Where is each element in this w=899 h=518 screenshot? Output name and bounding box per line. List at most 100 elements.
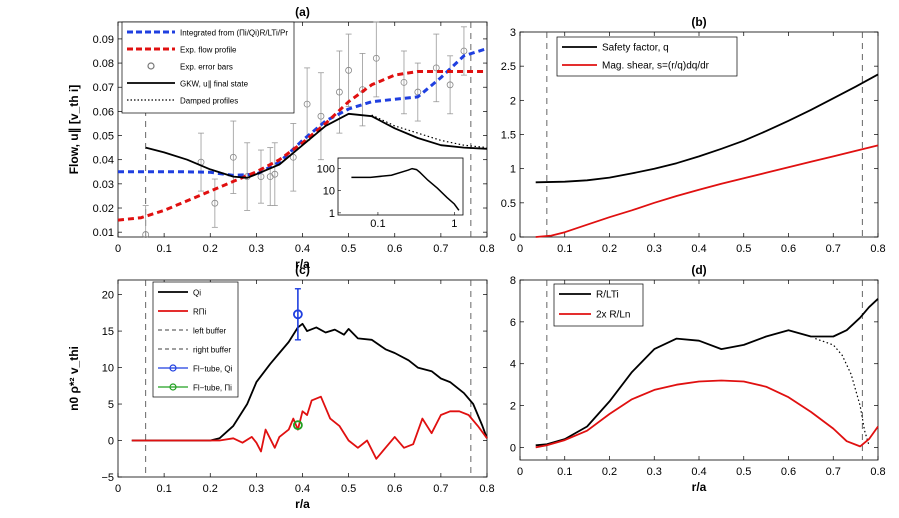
x-tick-label: 0.5	[341, 243, 356, 255]
y-tick-label: 0	[108, 436, 114, 448]
series-line	[371, 114, 488, 149]
x-tick-label: 0	[115, 243, 121, 255]
x-tick-label: 0	[115, 483, 121, 495]
inset-line	[351, 167, 460, 211]
y-tick-label: 0.08	[93, 58, 114, 70]
series-line	[145, 112, 488, 179]
panel-title: (d)	[691, 263, 706, 277]
inset-y-tick-label: 10	[323, 186, 335, 198]
x-tick-label: 0.5	[736, 243, 751, 255]
y-axis-label: n0 ρ*² v_thi	[67, 346, 81, 411]
legend-label: Qi	[193, 289, 201, 298]
y-tick-label: 10	[102, 363, 114, 375]
inset-y-tick-label: 100	[317, 164, 335, 176]
x-tick-label: 0.3	[647, 466, 662, 478]
y-tick-label: 6	[510, 317, 516, 329]
x-tick-label: 0.5	[341, 483, 356, 495]
y-tick-label: 0.5	[501, 198, 516, 210]
x-tick-label: 0.8	[870, 466, 885, 478]
data-point	[257, 173, 265, 181]
data-point	[446, 81, 454, 89]
panel-c: 0 0.1 0.2 0.3 0.4 0.5 0.6 0.7 0.8−505101520(c)r/…	[67, 263, 495, 511]
flux-tube-marker	[292, 420, 303, 431]
x-tick-label: 0.4	[691, 243, 706, 255]
series-line	[815, 338, 870, 446]
x-tick-label: 0.8	[870, 243, 885, 255]
series-line	[131, 395, 488, 460]
x-axis-label: r/a	[295, 497, 310, 511]
x-axis-label: r/a	[692, 480, 707, 494]
legend-box	[152, 281, 239, 398]
legend-sample	[147, 62, 155, 70]
y-tick-label: 15	[102, 326, 114, 338]
y-tick-label: 0.05	[93, 131, 114, 143]
inset-x-tick-label: 1	[451, 218, 457, 230]
series-line	[535, 298, 879, 447]
y-tick-label: 0.06	[93, 106, 114, 118]
data-point	[400, 78, 408, 86]
x-tick-label: 0.1	[557, 466, 572, 478]
y-tick-label: 2	[510, 95, 516, 107]
x-tick-label: 0.4	[295, 243, 310, 255]
y-tick-label: 0.01	[93, 227, 114, 239]
x-tick-label: 0.7	[826, 466, 841, 478]
x-tick-label: 0.3	[249, 483, 264, 495]
series-line	[131, 322, 488, 442]
y-tick-label: 8	[510, 275, 516, 287]
panel-d: 0 0.1 0.2 0.3 0.4 0.5 0.6 0.7 0.8 0 2 4 6 8 (d) r/a	[510, 263, 886, 494]
panel-title: (c)	[295, 263, 310, 277]
x-tick-label: 0.6	[387, 243, 402, 255]
x-tick-label: 0.1	[156, 243, 171, 255]
legend-d: R/LTi 2x R/Ln	[553, 283, 644, 327]
y-tick-label: 0.04	[93, 155, 114, 167]
legend-label: RΠi	[193, 308, 207, 317]
data-point	[372, 54, 380, 62]
y-tick-label: 20	[102, 290, 114, 302]
y-tick-label: 1	[510, 164, 516, 176]
x-tick-label: 0.7	[826, 243, 841, 255]
data-point	[303, 100, 311, 108]
legend-label: Exp. error bars	[180, 63, 233, 72]
legend-label: R/LTi	[596, 290, 619, 301]
legend-box	[556, 36, 738, 77]
y-tick-label: 2.5	[501, 61, 516, 73]
data-point	[142, 231, 150, 238]
x-tick-label: 0.6	[781, 243, 796, 255]
legend-label: Exp. flow profile	[180, 46, 237, 55]
x-tick-label: 0.1	[156, 483, 171, 495]
x-tick-label: 0.4	[295, 483, 310, 495]
x-tick-label: 0.5	[736, 466, 751, 478]
series-line	[117, 70, 487, 222]
x-tick-label: 0.3	[249, 243, 264, 255]
legend-label: Fl−tube, Qi	[193, 365, 233, 374]
y-tick-label: 4	[510, 359, 516, 371]
x-tick-label: 0	[517, 243, 523, 255]
x-tick-label: 0.3	[647, 243, 662, 255]
legend-c: Qi RΠi left buffer right buffer Fl−tube, Qi F…	[152, 281, 239, 398]
y-tick-label: −5	[101, 472, 114, 484]
y-tick-label: 0.03	[93, 179, 114, 191]
inset-x-tick-label: 0.1	[370, 218, 385, 230]
x-tick-label: 0.2	[203, 243, 218, 255]
data-point	[460, 47, 468, 55]
x-tick-label: 0.7	[433, 243, 448, 255]
y-tick-label: 5	[108, 399, 114, 411]
legend-sample	[169, 364, 177, 372]
series-line	[535, 379, 879, 449]
inset-frame	[337, 157, 464, 216]
data-point	[317, 112, 325, 120]
series-line	[118, 47, 488, 177]
flux-tube-marker	[292, 309, 303, 320]
legend-box	[553, 283, 644, 327]
panel-a: 0 0.1 0.2 0.3 0.4 0.5 0.6 0.7 0.8 0.01 0.02 0.03 0.0…	[67, 5, 495, 271]
legend-label: Integrated from (Πi/Qi)R/LTi/Pr	[180, 29, 288, 38]
x-tick-label: 0.1	[557, 243, 572, 255]
x-tick-label: 0.2	[602, 243, 617, 255]
legend-label: GKW, u∥ final state	[180, 80, 249, 89]
inset-y-tick-label: 1	[329, 208, 335, 220]
data-point	[289, 153, 297, 161]
x-tick-label: 0.2	[203, 483, 218, 495]
y-tick-label: 0.02	[93, 203, 114, 215]
x-tick-label: 0.8	[479, 483, 494, 495]
